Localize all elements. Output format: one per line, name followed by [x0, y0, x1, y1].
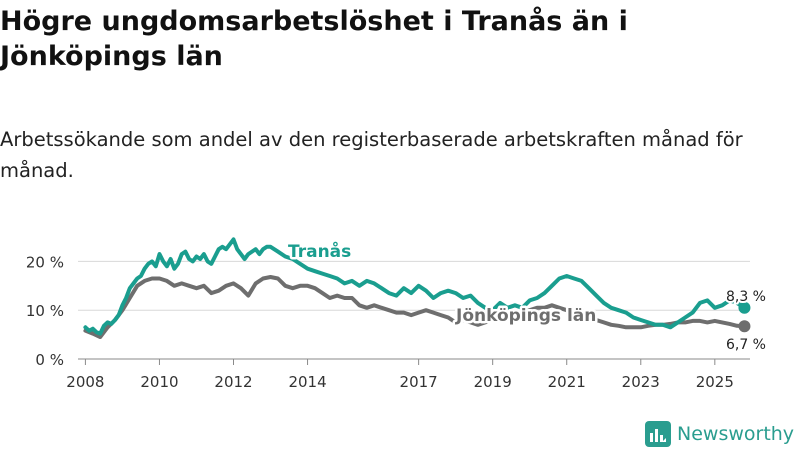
jonkoping-series-label: Jönköpings län — [455, 306, 596, 326]
tranas-line — [83, 237, 747, 336]
jonkoping-end-label: 6,7 % — [726, 337, 766, 353]
chart-title: Högre ungdomsarbetslöshet i Tranås än i … — [0, 6, 628, 72]
newsworthy-logo-icon — [645, 421, 671, 447]
x-tick-label: 2021 — [548, 373, 586, 391]
x-axis: 2008 2010 2012 2014 2017 2019 2021 2023 2025 — [66, 359, 734, 391]
y-tick-label: 20 % — [26, 253, 64, 271]
tranas-end-label: 8,3 % — [726, 289, 766, 305]
x-tick-label: 2017 — [400, 373, 438, 391]
x-tick-label: 2025 — [696, 373, 734, 391]
jonkoping-end-point — [738, 320, 751, 333]
tranas-series-label: Tranås — [288, 240, 351, 262]
brand: Newsworthy — [645, 419, 794, 449]
tranas-end-point — [738, 301, 751, 314]
brand-name: Newsworthy — [677, 423, 795, 445]
x-tick-label: 2019 — [474, 373, 512, 391]
y-tick-label: 10 % — [26, 302, 64, 320]
y-tick-label: 0 % — [35, 351, 64, 369]
x-tick-label: 2012 — [214, 373, 252, 391]
x-tick-label: 2023 — [622, 373, 660, 391]
series-labels: Tranås Jönköpings län 8,3 % 6,7 % — [286, 238, 769, 356]
chart-subtitle: Arbetssökande som andel av den registerb… — [0, 128, 743, 182]
jonkoping-line — [83, 275, 747, 339]
x-tick-label: 2008 — [66, 373, 104, 391]
x-tick-label: 2010 — [140, 373, 178, 391]
x-tick-label: 2014 — [288, 373, 326, 391]
gridlines — [78, 260, 750, 360]
series-lines — [83, 237, 751, 339]
y-axis: 0 % 10 % 20 % — [26, 253, 64, 369]
